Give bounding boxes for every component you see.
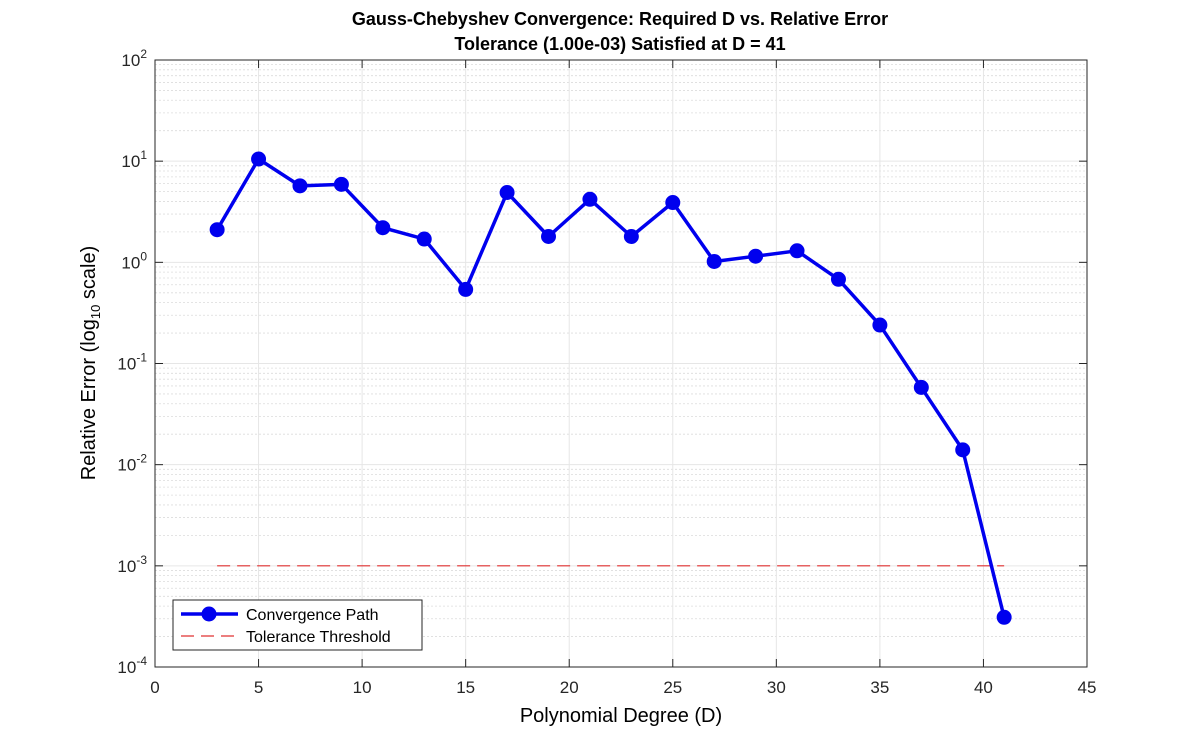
data-point	[499, 185, 515, 201]
data-point	[665, 195, 681, 211]
legend-label-tolerance: Tolerance Threshold	[246, 629, 391, 646]
chart-title: Gauss-Chebyshev Convergence: Required D …	[352, 9, 888, 29]
grid	[154, 59, 1088, 668]
y-tick-exponent: -1	[136, 351, 147, 365]
x-tick-label: 10	[353, 678, 372, 697]
data-point	[955, 442, 971, 458]
data-point	[706, 253, 722, 269]
y-tick-label: 102	[121, 47, 147, 70]
y-axis-label: Relative Error (log10 scale)	[78, 246, 103, 481]
y-tick-exponent: 0	[140, 249, 147, 263]
data-point	[375, 220, 391, 236]
x-tick-label: 45	[1078, 678, 1097, 697]
x-tick-label: 15	[456, 678, 475, 697]
x-tick-label: 5	[254, 678, 263, 697]
x-tick-label: 40	[974, 678, 993, 697]
y-axis-label-subscript: 10	[88, 305, 103, 319]
y-tick-label: 100	[121, 249, 147, 272]
legend-label-convergence: Convergence Path	[246, 607, 379, 624]
data-point	[913, 379, 929, 395]
data-point	[789, 243, 805, 259]
data-point	[416, 231, 432, 247]
y-axis-label-main: Relative Error (log	[78, 319, 100, 480]
x-tick-label: 35	[870, 678, 889, 697]
legend-marker-convergence	[201, 606, 217, 622]
data-point	[251, 151, 267, 167]
x-tick-label: 20	[560, 678, 579, 697]
series-layer	[209, 151, 1012, 625]
data-point	[292, 178, 308, 194]
data-point	[623, 229, 639, 245]
y-tick-base: 10	[121, 152, 140, 171]
data-point	[458, 281, 474, 297]
data-point	[748, 248, 764, 264]
y-tick-label: 10-1	[117, 351, 147, 374]
y-tick-base: 10	[117, 355, 136, 374]
data-point	[541, 229, 557, 245]
x-tick-label: 30	[767, 678, 786, 697]
y-tick-exponent: 2	[140, 47, 147, 61]
data-point	[830, 271, 846, 287]
y-tick-base: 10	[121, 51, 140, 70]
data-point	[996, 609, 1012, 625]
y-tick-exponent: -2	[136, 452, 147, 466]
y-tick-label: 10-4	[117, 654, 147, 677]
y-tick-exponent: -3	[136, 553, 147, 567]
y-tick-base: 10	[117, 658, 136, 677]
data-point	[582, 191, 598, 207]
y-tick-base: 10	[117, 456, 136, 475]
y-tick-exponent: -4	[136, 654, 147, 668]
y-tick-base: 10	[121, 253, 140, 272]
data-point	[333, 176, 349, 192]
y-axis-label-end: scale)	[78, 246, 100, 305]
y-tick-exponent: 1	[140, 148, 147, 162]
x-axis-label: Polynomial Degree (D)	[520, 705, 722, 727]
data-point	[872, 317, 888, 333]
y-tick-label: 10-3	[117, 553, 147, 576]
convergence-line	[215, 157, 1006, 618]
chart-subtitle: Tolerance (1.00e-03) Satisfied at D = 41	[454, 34, 785, 54]
y-tick-base: 10	[117, 557, 136, 576]
y-tick-label: 10-2	[117, 452, 147, 475]
legend-box	[172, 599, 423, 651]
x-tick-label: 0	[150, 678, 159, 697]
x-tick-label: 25	[663, 678, 682, 697]
legend: Convergence Path Tolerance Threshold	[172, 599, 423, 651]
data-point	[209, 222, 225, 238]
y-tick-label: 101	[121, 148, 147, 171]
